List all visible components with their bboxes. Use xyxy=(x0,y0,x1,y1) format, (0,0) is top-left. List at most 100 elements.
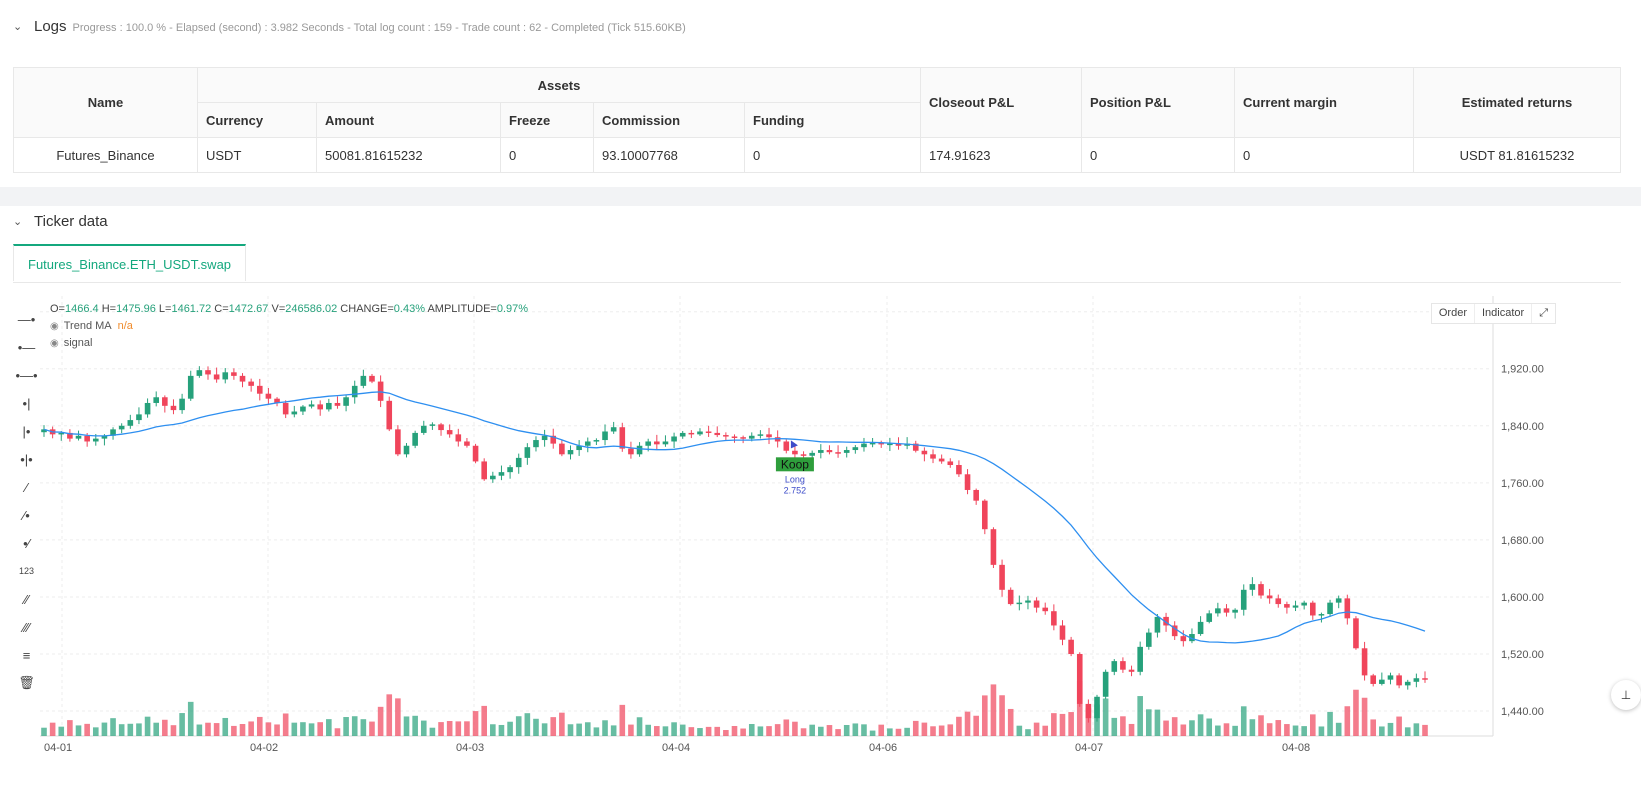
col-margin: Current margin xyxy=(1234,67,1414,138)
vertical-segment-icon[interactable]: |• xyxy=(22,423,31,439)
candle-body xyxy=(982,500,988,530)
candle-body xyxy=(515,457,522,468)
candle-body xyxy=(1102,671,1109,697)
candle-body xyxy=(654,441,660,445)
cell-position: 0 xyxy=(1081,137,1235,173)
volume-bar xyxy=(982,695,988,736)
candle-body xyxy=(1007,589,1014,605)
volume-bar xyxy=(602,720,608,736)
volume-bar xyxy=(136,723,142,736)
fib-lines-icon[interactable]: ∕∕∕ xyxy=(23,619,30,635)
col-closeout: Closeout P&L xyxy=(920,67,1082,138)
candle-body xyxy=(1025,600,1031,603)
candle-body xyxy=(999,564,1005,590)
candle-body xyxy=(533,440,539,448)
signal-amount-text: 2.752 xyxy=(784,485,807,495)
candle-body xyxy=(403,445,410,455)
candle-body xyxy=(446,430,453,435)
volume-bar xyxy=(636,717,643,736)
candle-body xyxy=(256,385,263,394)
volume-bar xyxy=(1033,722,1040,736)
price-label-icon[interactable]: 123 xyxy=(18,566,35,576)
candle-body xyxy=(274,398,280,403)
candle-body xyxy=(550,435,557,444)
volume-bar xyxy=(1387,722,1394,736)
eye-icon[interactable]: ◉ xyxy=(50,320,59,332)
volume-bar xyxy=(567,724,574,736)
volume-bar xyxy=(248,721,254,736)
ray-line-icon[interactable]: ∕• xyxy=(23,507,30,523)
candle-body xyxy=(628,448,634,455)
vertical-ray-icon[interactable]: •| xyxy=(22,395,31,411)
volume-bar xyxy=(231,725,237,736)
fib-retracement-icon[interactable]: ≡ xyxy=(22,647,31,663)
tab-eth-usdt-swap[interactable]: Futures_Binance.ETH_USDT.swap xyxy=(13,244,247,281)
chevron-down-icon[interactable]: ⌄ xyxy=(13,21,23,33)
candle-body xyxy=(317,404,323,410)
fullscreen-icon[interactable]: ⤢ xyxy=(1539,307,1548,319)
candle-body xyxy=(1042,607,1049,612)
candle-body xyxy=(826,450,833,453)
signal-flag-icon xyxy=(790,440,798,449)
volume-bar xyxy=(697,728,703,736)
volume-bar xyxy=(1146,709,1152,736)
trend-line-icon[interactable]: ∕ xyxy=(25,479,28,495)
pin-icon[interactable]: ⊥ xyxy=(1611,680,1641,710)
volume-bar xyxy=(843,724,850,736)
vertical-line-icon[interactable]: •|• xyxy=(20,451,33,467)
chevron-down-icon[interactable]: ⌄ xyxy=(13,216,23,228)
volume-bar xyxy=(723,730,729,736)
volume-bar xyxy=(481,705,487,736)
candle-body xyxy=(472,445,479,462)
candle-body xyxy=(248,381,254,386)
logs-header[interactable]: ⌄ Logs Progress : 100.0 % - Elapsed (sec… xyxy=(13,18,686,35)
volume-bar xyxy=(1076,681,1083,736)
eye-icon[interactable]: ◉ xyxy=(50,337,59,349)
candle-body xyxy=(179,398,185,411)
volume-bar xyxy=(1266,723,1273,736)
candle-body xyxy=(1387,675,1394,680)
ohlc-volume: 246586.02 xyxy=(285,303,338,315)
ticker-header[interactable]: ⌄ Ticker data xyxy=(13,213,108,230)
parallel-channel-icon[interactable]: ∕∕ xyxy=(24,591,29,607)
logs-title: Logs xyxy=(34,18,67,35)
volume-bar xyxy=(455,721,462,736)
volume-bar xyxy=(628,724,634,736)
candle-body xyxy=(1353,618,1359,649)
volume-bar xyxy=(619,704,626,736)
col-funding: Funding xyxy=(744,102,921,138)
horizontal-line-icon[interactable]: •— xyxy=(17,339,36,355)
volume-bar xyxy=(1154,709,1161,736)
candle-body xyxy=(1327,602,1333,615)
volume-bar xyxy=(1059,713,1066,736)
volume-bar xyxy=(1189,720,1195,736)
price-chart[interactable]: 2,000.001,920.001,840.001,760.001,680.00… xyxy=(0,206,1641,803)
ohlc-open: 1466.4 xyxy=(64,303,99,315)
candle-body xyxy=(58,432,65,435)
candle-body xyxy=(265,393,272,399)
legend-trend-ma[interactable]: ◉ Trend MA n/a xyxy=(50,320,133,332)
volume-bar xyxy=(127,723,134,736)
x-tick-label: 04-04 xyxy=(662,742,690,754)
volume-bar xyxy=(731,725,738,736)
horizontal-ray-icon[interactable]: —• xyxy=(17,311,36,327)
candle-body xyxy=(118,425,125,430)
volume-bar xyxy=(714,726,721,736)
candle-body xyxy=(231,372,237,376)
order-button[interactable]: Order xyxy=(1432,304,1475,323)
volume-bar xyxy=(740,728,746,736)
segment-icon[interactable]: •∕ xyxy=(23,535,30,551)
volume-bar xyxy=(1301,726,1307,736)
legend-signal[interactable]: ◉ signal xyxy=(50,337,92,349)
candle-body xyxy=(619,427,626,449)
ohlc-change: 0.43% xyxy=(393,303,425,315)
candle-body xyxy=(956,465,962,475)
trash-icon[interactable]: 🗑 xyxy=(18,675,35,690)
volume-bar xyxy=(1344,706,1351,736)
signal-direction-text: Long xyxy=(785,474,805,484)
candle-body xyxy=(507,467,513,473)
indicator-button[interactable]: Indicator xyxy=(1475,304,1533,323)
extended-line-icon[interactable]: •—• xyxy=(15,367,38,383)
candle-body xyxy=(282,402,289,415)
candle-body xyxy=(1301,602,1307,606)
